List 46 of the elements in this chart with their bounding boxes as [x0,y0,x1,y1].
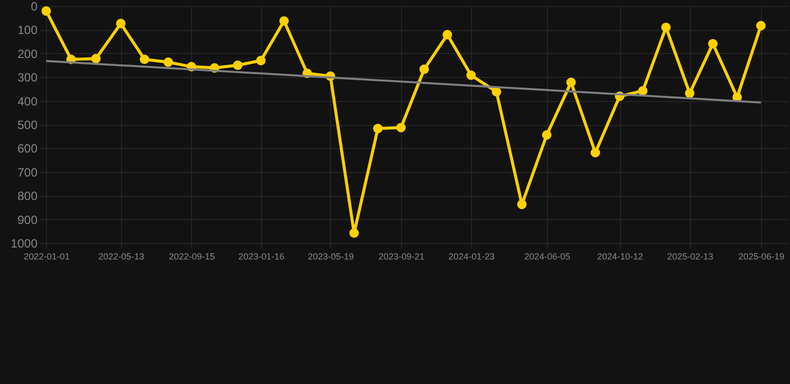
point [349,228,359,238]
x-tick-label: 2023-01-16 [238,252,284,262]
y-tick-label: 400 [17,94,38,108]
point [91,54,101,64]
x-tick-label: 2022-09-15 [168,252,215,262]
point [542,130,552,140]
y-tick-label: 800 [17,189,38,204]
x-tick-label: 2025-02-13 [667,252,714,262]
point [638,86,648,96]
point [661,22,671,32]
y-tick-label: 200 [17,46,38,61]
x-tick-label: 2025-06-19 [738,252,784,262]
x-tick-label: 2024-01-23 [448,252,495,262]
point [232,60,242,70]
point [684,88,694,98]
point [517,200,527,210]
point [566,78,576,88]
point [41,6,51,16]
point [756,20,766,30]
y-tick-label: 100 [17,23,38,38]
point [419,64,429,74]
y-tick-label: 500 [17,118,38,132]
point [590,148,600,158]
y-tick-label: 0 [30,0,38,14]
x-tick-label: 2022-05-13 [98,252,144,262]
point [116,18,126,28]
point [396,122,406,132]
point [164,57,173,67]
y-tick-label: 300 [17,70,38,85]
y-tick-label: 700 [17,165,38,180]
point [256,56,266,66]
x-tick-label: 2024-10-12 [597,252,644,262]
y-tick-label: 1000 [10,236,38,250]
point [492,87,502,97]
y-tick-label: 600 [17,142,38,156]
y-tick-label: 900 [17,212,38,227]
x-tick-label: 2023-09-21 [378,252,425,262]
x-tick-label: 2022-01-01 [24,252,70,262]
point [708,38,718,48]
point [442,30,452,40]
point [140,54,150,64]
point [466,70,476,80]
x-tick-label: 2023-05-19 [308,252,354,262]
x-tick-label: 2024-06-05 [524,252,570,262]
point [373,124,383,134]
point [279,16,289,26]
